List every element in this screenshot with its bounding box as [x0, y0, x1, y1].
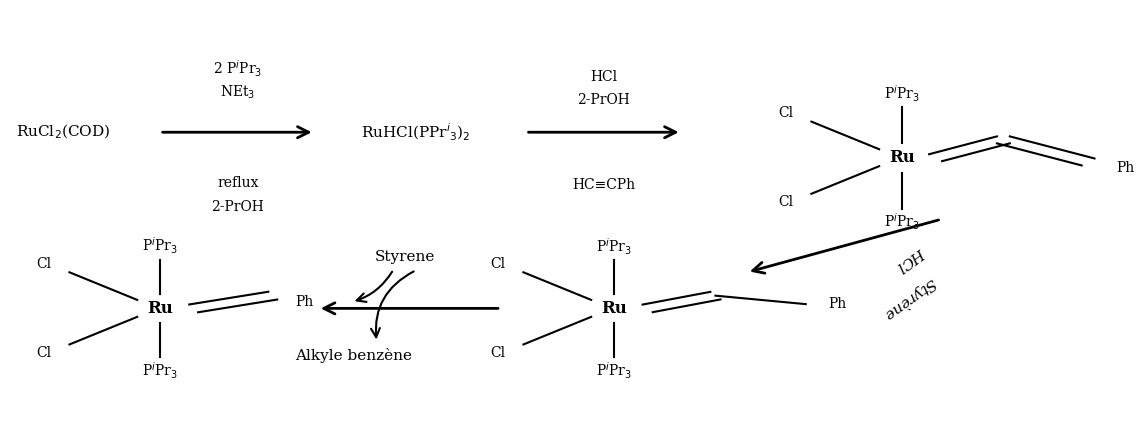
Text: RuHCl(PPr$^i$$_3$)$_2$: RuHCl(PPr$^i$$_3$)$_2$	[362, 122, 471, 143]
Text: Ph: Ph	[828, 297, 847, 311]
Text: 2 P$^i$Pr$_3$: 2 P$^i$Pr$_3$	[213, 58, 262, 79]
Text: Cl: Cl	[489, 346, 505, 360]
Text: Cl: Cl	[778, 106, 793, 120]
Text: P$^i$Pr$_3$: P$^i$Pr$_3$	[596, 237, 632, 257]
Text: NEt$_3$: NEt$_3$	[220, 83, 256, 101]
Text: reflux: reflux	[217, 176, 259, 190]
Text: Styrène: Styrène	[881, 275, 939, 323]
Text: Alkyle benzène: Alkyle benzène	[296, 347, 413, 362]
Text: P$^i$Pr$_3$: P$^i$Pr$_3$	[884, 84, 920, 104]
Text: Ph: Ph	[296, 295, 314, 309]
Text: Cl: Cl	[778, 195, 793, 209]
Text: Ph: Ph	[1116, 161, 1134, 175]
Text: Ru: Ru	[147, 300, 172, 317]
Text: Cl: Cl	[35, 257, 51, 271]
Text: 2-PrOH: 2-PrOH	[211, 200, 264, 214]
Text: HC≡CPh: HC≡CPh	[572, 178, 636, 192]
Text: P$^i$Pr$_3$: P$^i$Pr$_3$	[596, 361, 632, 381]
Text: RuCl$_2$(COD): RuCl$_2$(COD)	[16, 123, 110, 141]
Text: Cl: Cl	[35, 346, 51, 360]
Text: Ru: Ru	[601, 300, 626, 317]
Text: Styrene: Styrene	[374, 250, 435, 264]
Text: Ru: Ru	[889, 149, 915, 166]
Text: 2-PrOH: 2-PrOH	[577, 93, 630, 108]
Text: P$^i$Pr$_3$: P$^i$Pr$_3$	[884, 212, 920, 232]
Text: HCl: HCl	[590, 70, 617, 84]
Text: Cl: Cl	[489, 257, 505, 271]
Text: P$^i$Pr$_3$: P$^i$Pr$_3$	[141, 235, 178, 256]
Text: HCl: HCl	[895, 245, 926, 273]
Text: P$^i$Pr$_3$: P$^i$Pr$_3$	[141, 361, 178, 381]
